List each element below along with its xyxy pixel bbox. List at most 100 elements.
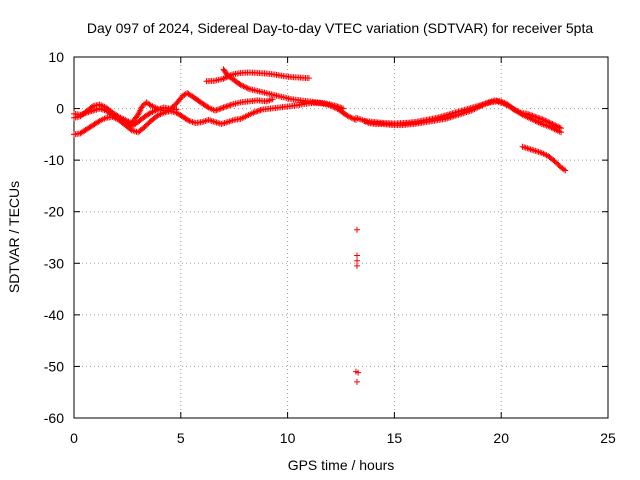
data-point: [338, 105, 345, 112]
data-point: [528, 112, 535, 119]
x-tick-label: 0: [70, 430, 78, 446]
y-tick-label: -50: [44, 358, 64, 374]
data-point: [525, 111, 532, 118]
data-point: [331, 102, 338, 109]
data-point: [220, 75, 227, 82]
data-point: [335, 104, 342, 111]
data-point: [344, 112, 351, 119]
data-point: [135, 110, 142, 117]
data-point: [345, 113, 352, 120]
x-tick-label: 20: [493, 430, 509, 446]
data-point: [251, 109, 258, 116]
data-point: [478, 101, 485, 108]
data-point: [333, 102, 340, 109]
data-point: [347, 114, 354, 121]
data-point: [216, 106, 223, 113]
outlier-point: [354, 252, 361, 259]
data-point: [340, 105, 347, 112]
data-point: [137, 105, 144, 112]
outlier-point: [354, 226, 361, 233]
chart-title: Day 097 of 2024, Sidereal Day-to-day VTE…: [87, 20, 594, 36]
data-point: [305, 75, 312, 82]
outlier-point: [354, 257, 361, 264]
data-points: [71, 66, 569, 385]
data-point: [213, 107, 220, 114]
data-point: [253, 108, 260, 115]
data-point: [146, 101, 153, 108]
x-tick-label: 25: [600, 430, 616, 446]
outlier-point: [355, 369, 362, 376]
data-point: [533, 114, 540, 121]
data-point: [560, 166, 567, 173]
data-point: [254, 108, 261, 115]
data-point: [136, 108, 143, 115]
data-point: [227, 101, 234, 108]
data-point: [223, 103, 230, 110]
data-point: [250, 109, 257, 116]
data-point: [221, 104, 228, 111]
data-point: [479, 101, 486, 108]
data-point: [240, 83, 247, 90]
data-point: [237, 81, 244, 88]
data-point: [481, 100, 488, 107]
x-tick-label: 10: [280, 430, 296, 446]
outlier-point: [354, 262, 361, 269]
data-point: [539, 116, 546, 123]
y-tick-label: -60: [44, 410, 64, 426]
y-tick-label: 10: [48, 49, 64, 65]
y-axis-label: SDTVAR / TECUs: [6, 181, 22, 293]
x-axis-label: GPS time / hours: [288, 457, 395, 473]
data-point: [562, 167, 569, 174]
data-point: [542, 117, 549, 124]
data-point: [241, 83, 248, 90]
data-point: [523, 110, 530, 117]
data-point: [526, 111, 533, 118]
data-point: [185, 117, 192, 124]
data-point: [217, 105, 224, 112]
data-point: [556, 124, 563, 131]
data-point: [536, 115, 543, 122]
y-tick-label: 0: [56, 101, 64, 117]
data-point: [244, 85, 251, 92]
outlier-point: [354, 378, 361, 385]
data-point: [224, 102, 231, 109]
x-tick-label: 5: [177, 430, 185, 446]
data-point: [256, 107, 263, 114]
data-point: [558, 125, 565, 132]
data-point: [482, 100, 489, 107]
data-point: [135, 111, 142, 118]
y-tick-label: -10: [44, 152, 64, 168]
data-point: [540, 116, 547, 123]
data-point: [226, 102, 233, 109]
data-point: [214, 106, 221, 113]
data-point: [548, 120, 555, 127]
y-tick-label: -20: [44, 204, 64, 220]
data-point: [529, 112, 536, 119]
data-point: [239, 82, 246, 89]
data-point: [334, 103, 341, 110]
data-point: [555, 123, 562, 130]
data-point: [549, 121, 556, 128]
data-point: [546, 119, 553, 126]
data-point: [483, 99, 490, 106]
data-point: [532, 113, 539, 120]
data-point: [173, 106, 180, 113]
plot-frame: [73, 56, 609, 419]
y-tick-label: -40: [44, 307, 64, 323]
data-point: [530, 113, 537, 120]
data-point: [257, 107, 264, 114]
data-point: [337, 104, 344, 111]
data-point: [543, 118, 550, 125]
data-point: [535, 114, 542, 121]
data-point: [211, 107, 218, 114]
data-point: [137, 107, 144, 114]
data-point: [476, 102, 483, 109]
data-point: [553, 123, 560, 130]
axis-ticks: 0 5 10 15 20 25 10 0 -10 -20 -30 -40 -50 -60: [44, 49, 616, 446]
data-point: [538, 115, 545, 122]
data-point: [552, 122, 559, 129]
data-point: [219, 105, 226, 112]
data-point: [220, 104, 227, 111]
data-point: [550, 121, 557, 128]
